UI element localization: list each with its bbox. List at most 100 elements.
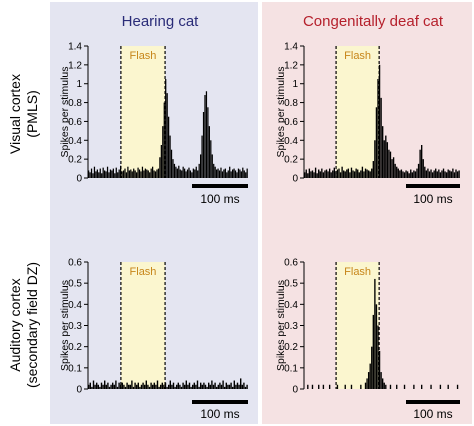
histogram-bar (364, 168, 367, 178)
scale-bar (192, 184, 248, 188)
histogram-bar (101, 173, 103, 178)
histogram-bar (364, 382, 367, 389)
histogram-bar (435, 168, 437, 178)
histogram-bar (413, 170, 415, 178)
histogram-bar (422, 159, 424, 178)
y-tick-label: 0.6 (68, 258, 82, 269)
histogram-bar (166, 386, 168, 389)
histogram-bar (411, 172, 413, 178)
histogram-bar (104, 380, 106, 389)
y-tick-label: 1 (76, 79, 82, 90)
histogram-bar (193, 382, 195, 389)
histogram-bar (410, 169, 412, 178)
histogram-bar (322, 384, 325, 389)
histogram-bar (200, 154, 202, 178)
histogram-bar (416, 168, 418, 178)
histogram-bar (339, 172, 342, 178)
histogram-bar (148, 386, 151, 389)
histogram-bar (182, 382, 184, 389)
histogram-bar (121, 382, 123, 389)
histogram-bar (452, 168, 454, 178)
y-tick-label: 1.2 (284, 60, 298, 71)
histogram-bar (305, 169, 307, 178)
histogram-bar (324, 170, 326, 178)
histogram-bar (389, 384, 392, 389)
y-tick-label: 0.4 (68, 300, 82, 311)
histogram-bar (336, 384, 339, 389)
histogram-bar (414, 171, 417, 178)
chart-panel-2: Flash 0 0.2 0.4 0.6 0.8 1 1.2 1.4 Spikes per stim… (275, 42, 460, 206)
histogram-bar (382, 126, 384, 178)
histogram-bar (240, 378, 242, 389)
histogram-bar (230, 382, 232, 389)
histogram-bar (450, 171, 452, 178)
row-label-line1: Visual cortex (7, 74, 23, 154)
histogram-bar (176, 384, 178, 389)
histogram-bar (413, 384, 415, 389)
histogram-bar (223, 169, 225, 178)
histogram-bar (218, 170, 221, 178)
scale-bar-label: 100 ms (200, 407, 239, 421)
histogram-bar (403, 172, 406, 178)
histogram-bar (192, 384, 194, 389)
histogram-bar (375, 304, 378, 389)
histogram-bar (96, 169, 98, 178)
histogram-bar (400, 169, 403, 178)
histogram-bar (230, 171, 232, 178)
histogram-bar (372, 161, 374, 178)
histogram-bar (112, 168, 114, 178)
histogram-bar (197, 170, 199, 178)
histogram-bar (449, 170, 451, 178)
histogram-bar (375, 107, 378, 178)
histogram-bar (208, 382, 210, 389)
histogram-bar (246, 168, 248, 178)
y-tick-label: 1.4 (68, 42, 82, 53)
histogram-bar (433, 170, 435, 178)
histogram-bar (195, 384, 197, 389)
column-title-2: Congenitally deaf cat (303, 13, 444, 30)
y-tick-label: 0 (292, 385, 298, 396)
histogram-bar (118, 169, 120, 178)
histogram-bar (159, 157, 161, 178)
y-tick-label: 0.2 (284, 342, 298, 353)
histogram-bar (403, 384, 406, 389)
histogram-bar (319, 171, 321, 178)
histogram-bar (128, 170, 130, 178)
histogram-bar (147, 384, 149, 389)
histogram-bar (327, 171, 329, 178)
histogram-bar (188, 382, 191, 389)
y-tick-label: 0.4 (68, 136, 82, 147)
histogram-bar (239, 169, 241, 178)
histogram-bar (383, 140, 385, 178)
histogram-bar (307, 384, 309, 389)
histogram-bar (97, 384, 99, 389)
y-tick-label: 0.1 (68, 363, 82, 374)
histogram-bar (208, 126, 210, 178)
histogram-bar (430, 384, 432, 389)
y-tick-label: 0.1 (284, 363, 298, 374)
y-axis-label-group: Spikes per stimulus (275, 280, 287, 371)
scale-bar (192, 400, 248, 404)
histogram-bar (332, 170, 334, 178)
histogram-bar (228, 384, 231, 389)
histogram-bar (346, 169, 348, 178)
histogram-bar (91, 386, 93, 389)
histogram-bar (386, 142, 389, 178)
y-tick-label: 0.8 (68, 98, 82, 109)
histogram-bar (178, 165, 180, 178)
histogram-bar (378, 350, 381, 389)
histogram-bar (134, 382, 136, 389)
histogram-bar (184, 168, 186, 178)
histogram-bar (165, 79, 167, 178)
histogram-bar (198, 386, 200, 389)
histogram-bar (430, 169, 432, 178)
histogram-bar (142, 382, 144, 389)
histogram-bar (213, 163, 215, 178)
histogram-bar (391, 159, 393, 178)
histogram-bar (382, 378, 384, 389)
histogram-bar (360, 384, 362, 389)
histogram-bar (124, 386, 127, 389)
histogram-bar (245, 172, 247, 178)
histogram-bar (310, 171, 312, 178)
